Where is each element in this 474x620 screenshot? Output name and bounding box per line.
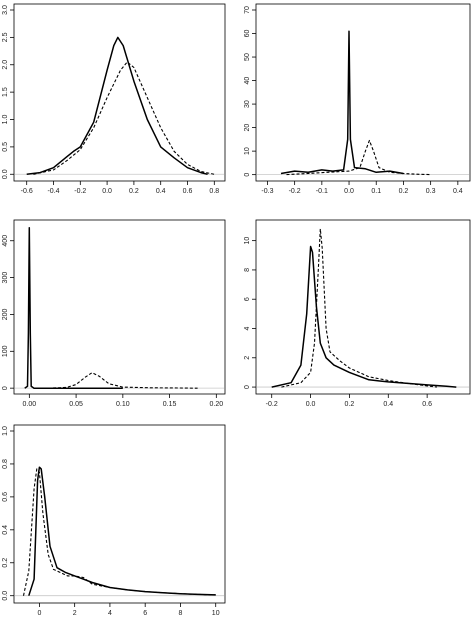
x-tick-label: 0.10	[116, 401, 130, 408]
solid-density-line	[28, 466, 216, 596]
x-tick-label: 0.0	[102, 188, 112, 195]
y-tick-label: 0	[244, 173, 251, 177]
x-tick-label: 0.2	[399, 188, 409, 195]
x-tick-label: 0	[37, 610, 41, 617]
y-tick-label: 60	[244, 30, 251, 38]
y-tick-label: 200	[2, 309, 9, 321]
x-tick-label: -0.2	[74, 188, 86, 195]
dashed-density-line	[22, 468, 216, 596]
y-tick-label: 8	[244, 268, 251, 272]
x-tick-label: 0.1	[371, 188, 381, 195]
solid-density-line	[271, 245, 457, 388]
solid-density-line	[280, 30, 404, 175]
dashed-density-line	[33, 61, 215, 175]
y-tick-label: 0.0	[2, 169, 9, 179]
y-tick-label: 20	[244, 124, 251, 132]
x-tick-label: 0.8	[209, 188, 219, 195]
x-tick-label: 2	[73, 610, 77, 617]
dashed-density-line	[47, 372, 198, 389]
chart-panel-3: 0.00 0.05 0.10 0.15 0.20 0 100 200 300 400	[2, 219, 226, 408]
x-tick-label: 0.0	[344, 188, 354, 195]
solid-density-line	[26, 36, 208, 176]
plot-frame	[255, 219, 471, 395]
y-tick-label: 50	[244, 53, 251, 61]
x-tick-label: -0.2	[266, 401, 278, 408]
x-tick-label: -0.2	[289, 188, 301, 195]
y-tick-label: 1.0	[2, 426, 9, 436]
y-tick-label: 6	[244, 297, 251, 301]
y-tick-label: 0.2	[2, 558, 9, 568]
plot-frame	[13, 424, 226, 604]
y-tick-label: 10	[244, 147, 251, 155]
x-tick-label: 4	[108, 610, 112, 617]
x-tick-label: 0.15	[163, 401, 177, 408]
x-tick-label: 0.4	[453, 188, 463, 195]
x-tick-label: 0.20	[210, 401, 224, 408]
y-tick-label: 0.8	[2, 459, 9, 469]
y-tick-label: 1.5	[2, 87, 9, 97]
y-tick-label: 0.4	[2, 525, 9, 535]
plot-frame	[13, 3, 226, 182]
chart-panel-2: -0.3 -0.2 -0.1 0.0 0.1 0.2 0.3 0.4 0 10 20 30 40 50 60…	[244, 3, 471, 195]
x-tick-label: -0.4	[47, 188, 59, 195]
y-tick-label: 2.0	[2, 60, 9, 70]
y-tick-label: 30	[244, 100, 251, 108]
x-tick-label: 0.6	[422, 401, 432, 408]
y-tick-label: 4	[244, 326, 251, 330]
y-tick-label: 100	[2, 345, 9, 357]
x-tick-label: 0.0	[306, 401, 316, 408]
plot-frame	[13, 219, 226, 395]
y-tick-label: 400	[2, 235, 9, 247]
y-tick-label: 70	[244, 6, 251, 14]
dashed-density-line	[281, 228, 437, 388]
y-tick-label: 300	[2, 272, 9, 284]
y-tick-label: 3.0	[2, 5, 9, 15]
chart-panel-1: -0.6 -0.4 -0.2 0.0 0.2 0.4 0.6 0.8 0.0 0.5 1.0 1.5 2…	[2, 3, 226, 195]
y-tick-label: 10	[244, 237, 251, 245]
x-tick-label: 0.00	[23, 401, 37, 408]
y-tick-label: 0	[244, 385, 251, 389]
x-tick-label: 0.05	[69, 401, 83, 408]
x-tick-label: 0.2	[345, 401, 355, 408]
dashed-density-line	[286, 139, 431, 176]
chart-panel-4: -0.2 0.0 0.2 0.4 0.6 0 2 4 6 8 10	[244, 219, 471, 408]
x-tick-label: -0.1	[316, 188, 328, 195]
x-tick-label: 6	[143, 610, 147, 617]
x-tick-label: 0.6	[183, 188, 193, 195]
y-tick-label: 40	[244, 77, 251, 85]
y-tick-label: 0.6	[2, 492, 9, 502]
x-tick-label: -0.3	[261, 188, 273, 195]
plot-frame	[255, 3, 471, 182]
x-tick-label: 10	[212, 610, 220, 617]
solid-density-line	[24, 227, 123, 389]
y-tick-label: 2	[244, 356, 251, 360]
y-tick-label: 0.5	[2, 142, 9, 152]
x-tick-label: 8	[178, 610, 182, 617]
x-tick-label: -0.6	[21, 188, 33, 195]
chart-panel-5: 0 2 4 6 8 10 0.0 0.2 0.4 0.6 0.8 1.0	[2, 424, 226, 617]
y-tick-label: 1.0	[2, 115, 9, 125]
x-tick-label: 0.4	[383, 401, 393, 408]
x-tick-label: 0.4	[156, 188, 166, 195]
x-tick-label: 0.3	[426, 188, 436, 195]
y-tick-label: 2.5	[2, 32, 9, 42]
y-tick-label: 0.0	[2, 591, 9, 601]
y-tick-label: 0	[2, 386, 9, 390]
x-tick-label: 0.2	[129, 188, 139, 195]
